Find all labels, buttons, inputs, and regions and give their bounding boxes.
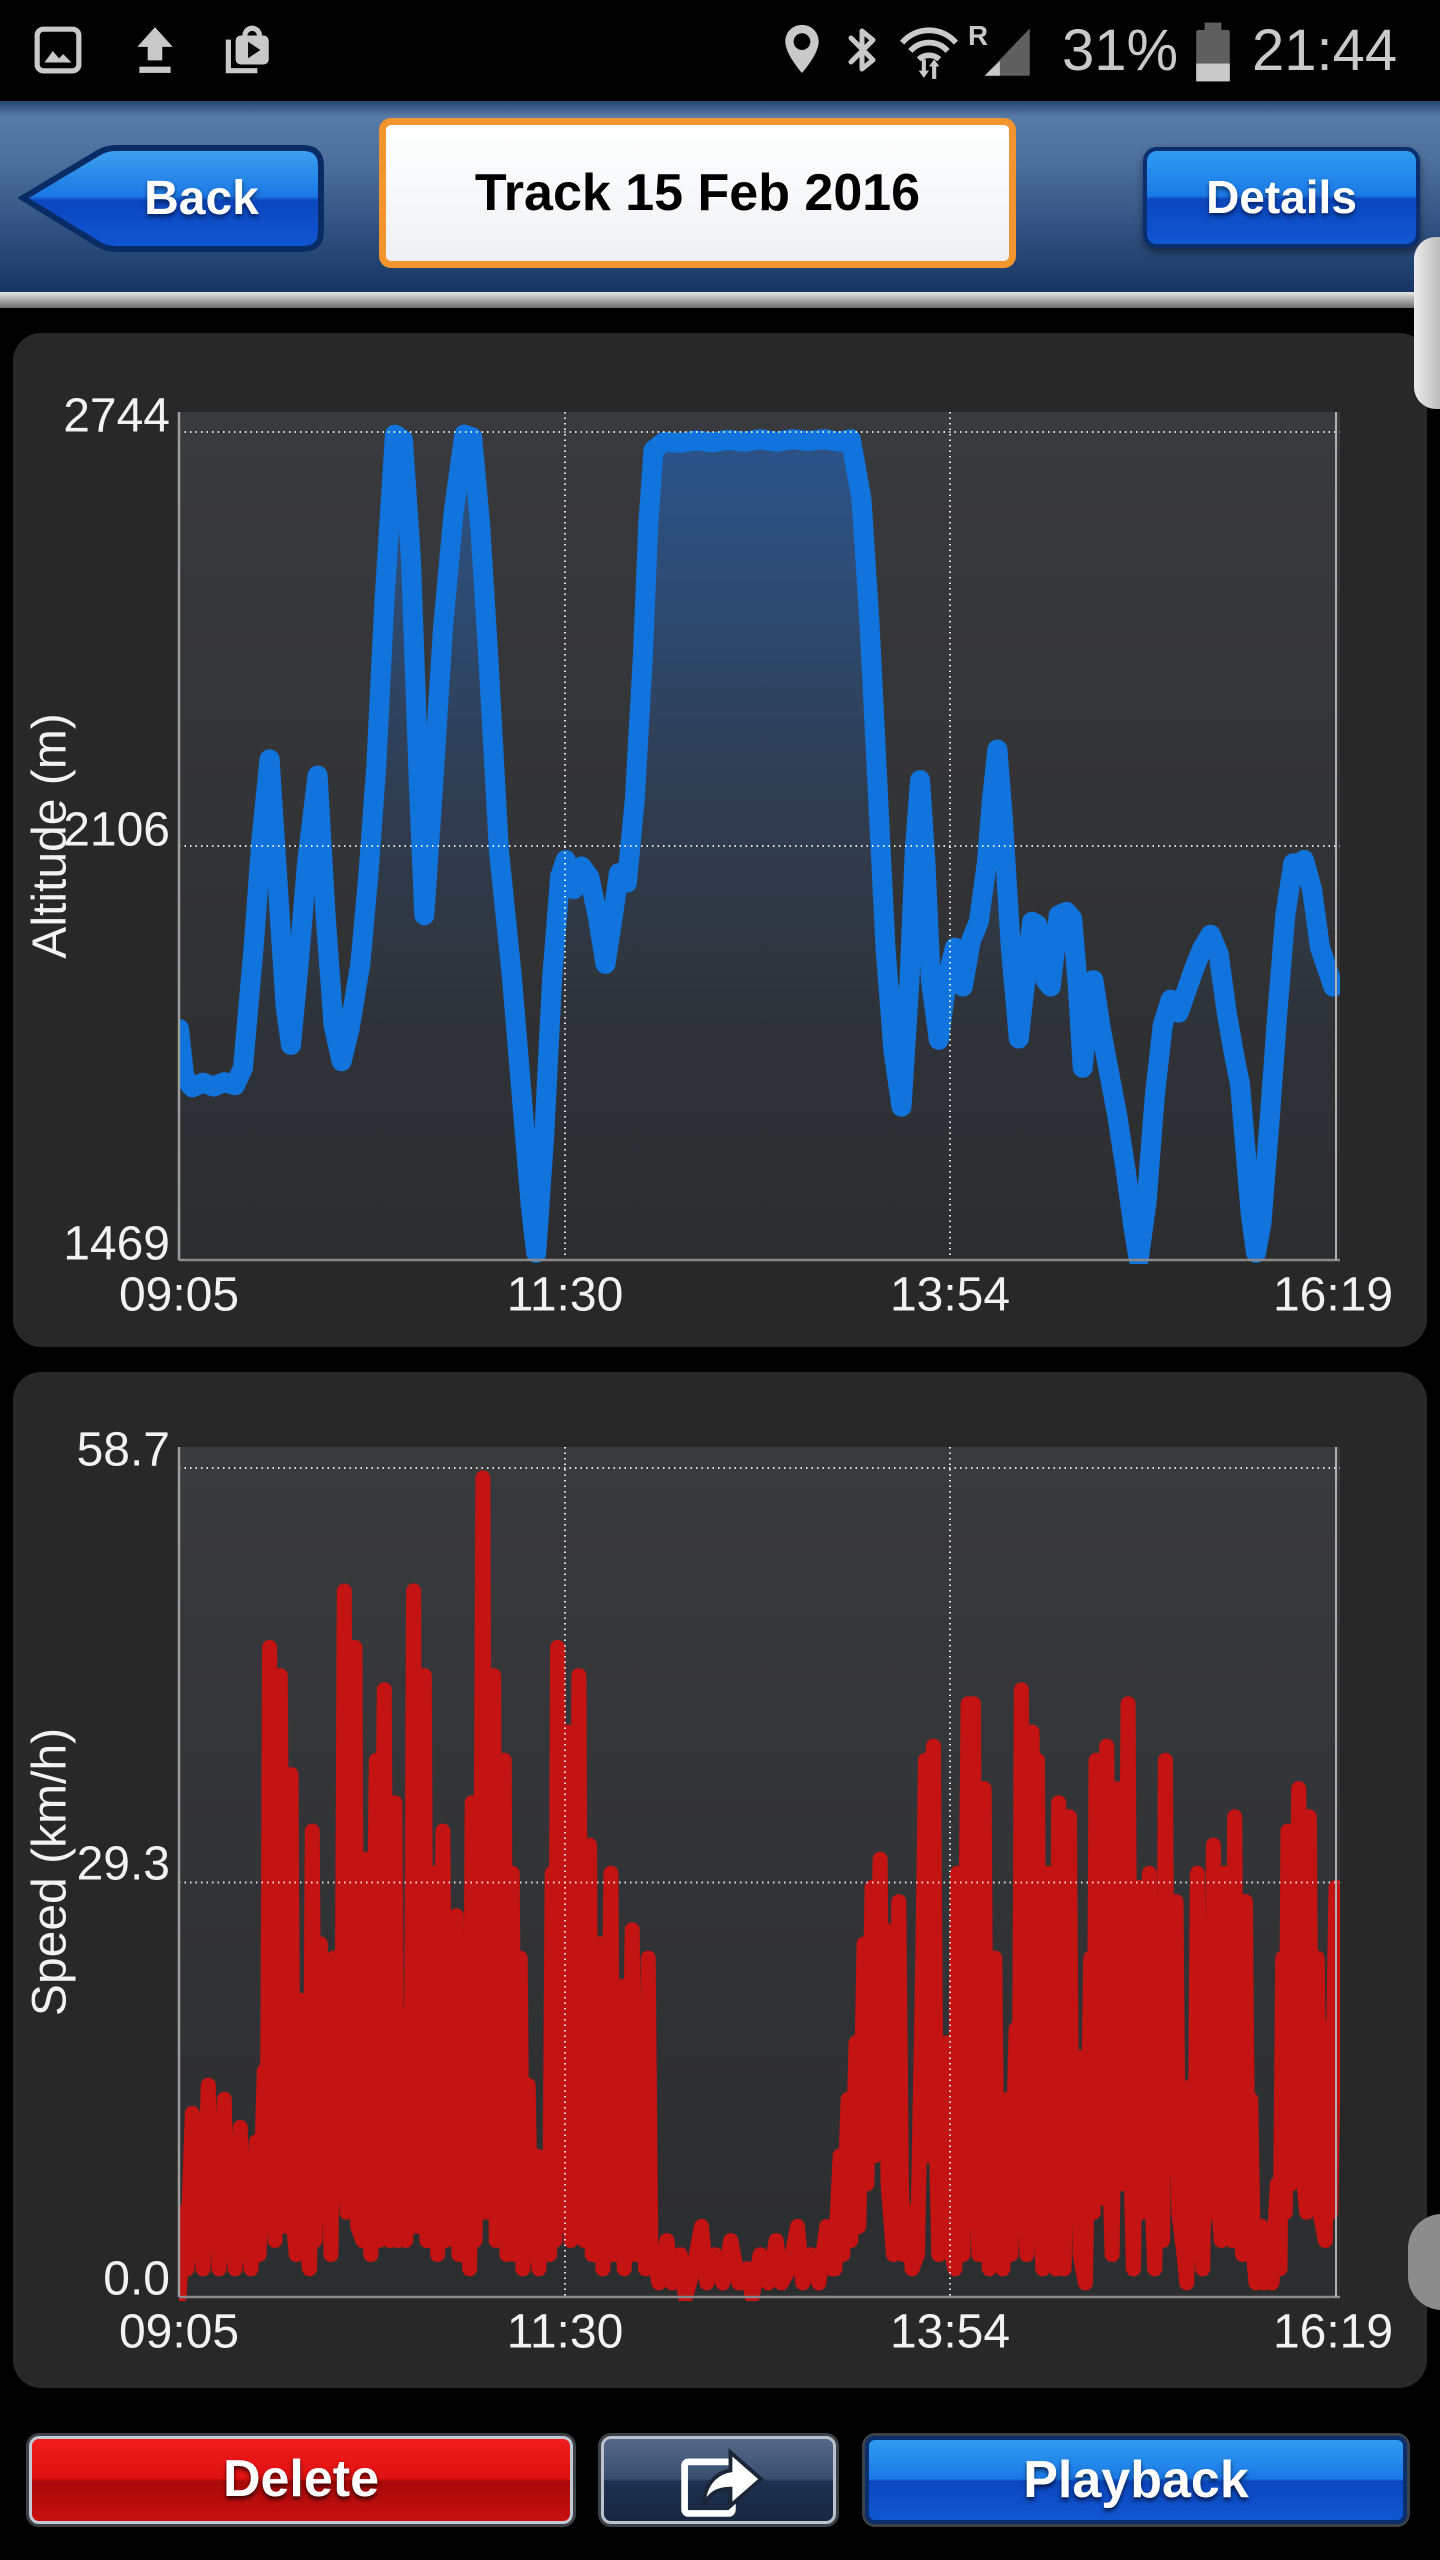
playstore-update-icon	[225, 25, 269, 74]
x-tick-label: 09:05	[119, 2306, 239, 2359]
y-tick-label: 1469	[63, 1218, 170, 1271]
y-tick-label: 2744	[63, 390, 170, 443]
track-title: Track 15 Feb 2016	[474, 164, 921, 222]
speed-chart[interactable]: 58.7 29.3 0.009:05 11:30 13:54 16:19 Speed (km…	[13, 1372, 1427, 2388]
altitude-line	[179, 424, 1340, 1264]
altitude-area-fill	[179, 434, 1334, 1264]
y-axis-title: Altitude (m)	[24, 713, 77, 958]
playback-button-label: Playback	[1023, 2451, 1249, 2509]
altitude-chart-panel: 2744 2106 1469 09:05 11:30 13:54 16:19 Altitude…	[13, 333, 1427, 1347]
y-tick-label: 58.7	[77, 1424, 170, 1477]
details-button-label: Details	[1206, 171, 1357, 223]
battery-percent: 31%	[1062, 18, 1179, 83]
status-time: 21:44	[1252, 18, 1398, 83]
track-title-box: Track 15 Feb 2016	[379, 118, 1016, 268]
share-forward-icon	[680, 2448, 764, 2517]
svg-text:R: R	[968, 22, 988, 51]
x-tick-label: 16:19	[1273, 2306, 1393, 2359]
back-button[interactable]: Back	[16, 144, 327, 253]
x-tick-label: 09:05	[119, 1269, 239, 1322]
y-tick-label: 2106	[63, 804, 170, 857]
playback-button[interactable]: Playback	[865, 2436, 1407, 2524]
roaming-signal-icon: R	[968, 22, 1030, 76]
location-icon	[785, 24, 819, 73]
side-scroll-handle[interactable]	[1408, 2214, 1440, 2310]
speed-chart-panel: 58.7 29.3 0.0 09:05 11:30 13:54 16:19 Speed (km…	[13, 1372, 1427, 2388]
battery-icon	[1196, 22, 1230, 82]
y-tick-label: 29.3	[77, 1838, 170, 1891]
speed-line	[179, 1470, 1340, 2301]
x-tick-label: 13:54	[890, 1269, 1010, 1322]
gallery-icon	[34, 26, 82, 74]
x-tick-label: 11:30	[507, 1269, 624, 1322]
details-button[interactable]: Details	[1143, 147, 1420, 248]
delete-button-label: Delete	[222, 2450, 380, 2508]
y-tick-label: 0.0	[103, 2253, 170, 2306]
wifi-icon	[899, 27, 959, 79]
delete-button[interactable]: Delete	[29, 2436, 573, 2524]
back-button-label: Back	[144, 172, 259, 225]
back-arrow-shape	[17, 145, 324, 252]
x-tick-label: 11:30	[507, 2306, 624, 2359]
share-button[interactable]	[601, 2436, 836, 2524]
x-tick-label: 13:54	[890, 2306, 1010, 2359]
status-bar: R 31% 21:44	[0, 0, 1440, 101]
side-panel-handle[interactable]	[1414, 237, 1440, 409]
header-bottom-strip	[0, 292, 1440, 308]
x-tick-label: 16:19	[1273, 1269, 1393, 1322]
y-axis-title: Speed (km/h)	[24, 1728, 77, 2016]
upload-icon	[137, 27, 173, 73]
bluetooth-icon	[848, 28, 876, 72]
